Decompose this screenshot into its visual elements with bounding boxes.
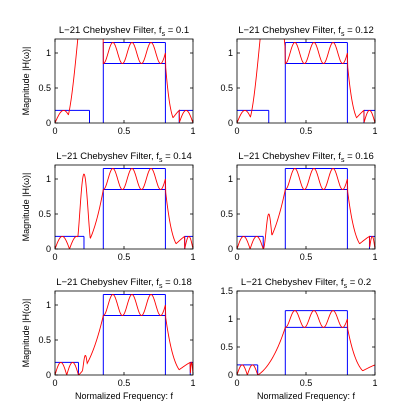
- subplot-title: L−21 Chebyshev Filter, fs = 0.14: [56, 151, 192, 164]
- plot-area: [237, 39, 375, 123]
- plot-area: [55, 294, 193, 375]
- y-tick-label: 0: [228, 118, 233, 128]
- x-tick-label: 0: [52, 378, 57, 388]
- plot-area: [237, 168, 375, 249]
- x-axis-label: Normalized Frequency: f: [257, 391, 356, 401]
- x-tick-label: 0: [234, 378, 239, 388]
- response-curve: [55, 294, 193, 375]
- y-tick-label: 0: [228, 370, 233, 380]
- y-tick-label: 0.5: [38, 335, 51, 345]
- x-tick-label: 1: [372, 252, 377, 262]
- y-tick-label: 1: [228, 48, 233, 58]
- subplot-title: L−21 Chebyshev Filter, fs = 0.2: [241, 277, 371, 290]
- y-tick-label: 0: [46, 244, 51, 254]
- response-curve: [237, 39, 375, 123]
- y-tick-label: 0: [46, 118, 51, 128]
- axes-frame: [236, 290, 376, 376]
- x-tick-label: 1: [372, 126, 377, 136]
- plot-area: [237, 310, 375, 375]
- y-tick-label: 1.5: [220, 286, 233, 296]
- y-tick-label: 1: [46, 48, 51, 58]
- plot-area: [55, 168, 193, 249]
- subplot-title: L−21 Chebyshev Filter, fs = 0.16: [238, 151, 374, 164]
- y-axis-label: Magnitude |H(ω)|: [21, 173, 31, 242]
- subplot-6: 0 0.5 1 0 0.5 1 1.5 L−21 Chebyshev Filter, fs =…: [220, 277, 377, 401]
- subplot-5: 0 0.5 1 0 0.5 1 L−21 Chebyshev Filter, fs = 0.…: [21, 277, 196, 401]
- y-tick-label: 1: [228, 174, 233, 184]
- x-tick-label: 0: [234, 126, 239, 136]
- x-tick-label: 0: [52, 252, 57, 262]
- y-tick-label: 1: [46, 300, 51, 310]
- x-tick-label: 0.5: [300, 252, 313, 262]
- x-axis-label: Normalized Frequency: f: [75, 391, 174, 401]
- y-axis-label: Magnitude |H(ω)|: [21, 299, 31, 368]
- y-tick-label: 0.5: [220, 83, 233, 93]
- plot-area: [55, 39, 193, 123]
- x-tick-label: 0: [234, 252, 239, 262]
- x-tick-label: 1: [190, 252, 195, 262]
- subplot-1: 0 0.5 1 0 0.5 1 L−21 Chebyshev Filter, fs = 0.…: [21, 25, 196, 136]
- subplot-title: L−21 Chebyshev Filter, fs = 0.1: [59, 25, 189, 38]
- x-tick-label: 0: [52, 126, 57, 136]
- response-curve: [237, 168, 375, 249]
- x-tick-label: 1: [190, 378, 195, 388]
- y-axis-label: Magnitude |H(ω)|: [21, 47, 31, 116]
- subplot-2: 0 0.5 1 0 0.5 1 L−21 Chebyshev Filter, fs = 0.…: [220, 25, 377, 136]
- x-tick-label: 0.5: [118, 126, 131, 136]
- subplot-title: L−21 Chebyshev Filter, fs = 0.18: [56, 277, 192, 290]
- y-tick-label: 0.5: [220, 209, 233, 219]
- y-tick-label: 1: [228, 314, 233, 324]
- subplot-4: 0 0.5 1 0 0.5 1 L−21 Chebyshev Filter, fs = 0.…: [220, 151, 377, 262]
- x-tick-label: 0.5: [118, 378, 131, 388]
- x-tick-label: 1: [372, 378, 377, 388]
- subplot-3: 0 0.5 1 0 0.5 1 L−21 Chebyshev Filter, fs = 0.…: [21, 151, 196, 262]
- x-tick-label: 0.5: [118, 252, 131, 262]
- y-tick-label: 0.5: [38, 209, 51, 219]
- y-tick-label: 0: [228, 244, 233, 254]
- y-tick-label: 0.5: [38, 83, 51, 93]
- response-curve: [55, 168, 193, 249]
- x-tick-label: 1: [190, 126, 195, 136]
- response-curve: [237, 310, 375, 375]
- y-tick-label: 0: [46, 370, 51, 380]
- y-tick-label: 0.5: [220, 342, 233, 352]
- x-tick-label: 0.5: [300, 126, 313, 136]
- x-tick-label: 0.5: [300, 378, 313, 388]
- y-tick-label: 1: [46, 174, 51, 184]
- subplot-title: L−21 Chebyshev Filter, fs = 0.12: [238, 25, 374, 38]
- response-curve: [55, 39, 193, 123]
